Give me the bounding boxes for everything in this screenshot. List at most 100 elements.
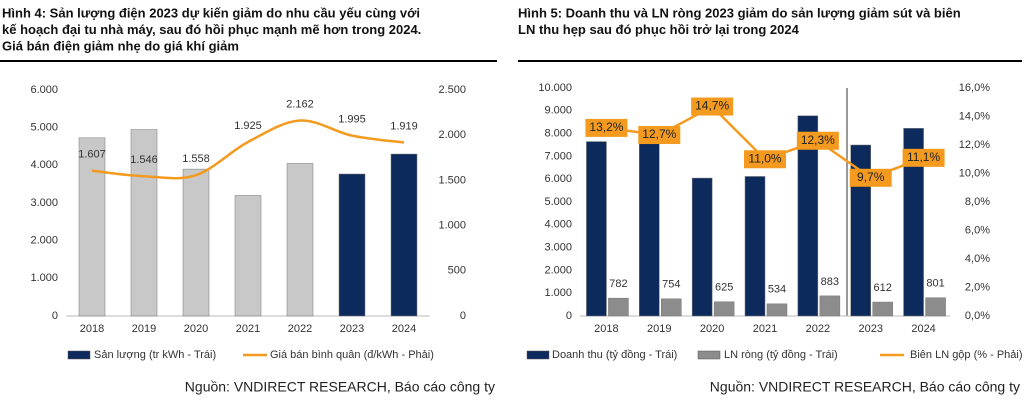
y-tick-label: 4.000	[30, 159, 58, 171]
line-value-label: 14,7%	[695, 99, 729, 113]
bar	[286, 163, 314, 317]
bar	[78, 137, 106, 317]
bar	[691, 177, 713, 317]
chart-title: Giá bán điện giảm nhẹ do giá khí giảm	[2, 38, 239, 53]
legend-label: LN ròng (tỷ đồng - Trái)	[724, 349, 838, 361]
bar-value-label: 625	[715, 282, 733, 294]
y2-tick-label: 1.000	[438, 220, 466, 232]
y2-tick-label: 2.500	[438, 84, 466, 96]
x-tick-label: 2022	[288, 323, 312, 335]
line	[91, 119, 405, 180]
bar	[797, 115, 819, 317]
y-tick-label: 10.000	[538, 82, 572, 94]
y2-tick-label: 16,0%	[959, 82, 990, 94]
bar-value-label: 612	[874, 282, 892, 294]
x-tick-label: 2019	[647, 323, 671, 335]
label-box	[691, 97, 734, 116]
x-tick-label: 2021	[236, 323, 260, 335]
legend-label: Sản lượng (tr kWh - Trái)	[94, 349, 216, 361]
bar	[903, 128, 924, 317]
y2-tick-label: 0	[460, 310, 466, 322]
label-box	[902, 148, 945, 167]
line-value-label: 12,3%	[801, 133, 835, 147]
y2-tick-label: 4,0%	[965, 253, 990, 265]
x-tick-label: 2023	[340, 323, 364, 335]
bar	[639, 141, 660, 317]
chart-title: Hình 4: Sản lượng điện 2023 dự kiến giảm…	[2, 5, 420, 20]
line-value-label: 1.607	[78, 149, 106, 161]
x-tick-label: 2024	[911, 323, 935, 335]
y2-tick-label: 6,0%	[965, 224, 990, 236]
line-value-label: 13,2%	[589, 120, 623, 134]
x-tick-label: 2018	[80, 323, 104, 335]
y2-tick-label: 12,0%	[959, 139, 990, 151]
chart-title: Hình 5: Doanh thu và LN ròng 2023 giảm d…	[518, 5, 961, 20]
line-value-label: 11,1%	[907, 150, 940, 164]
label-box	[585, 118, 628, 137]
y2-tick-label: 0,0%	[965, 310, 990, 322]
line-value-label: 1.995	[338, 114, 366, 126]
bar	[234, 195, 262, 317]
y-tick-label: 2.000	[30, 235, 58, 247]
bar	[766, 303, 788, 317]
y-tick-label: 6.000	[30, 84, 58, 96]
y2-tick-label: 1.500	[438, 174, 466, 186]
legend-label: Doanh thu (tỷ đồng - Trái)	[552, 349, 677, 361]
x-tick-label: 2022	[806, 323, 830, 335]
bar	[713, 301, 735, 317]
y-tick-label: 3.000	[30, 197, 58, 209]
line-value-label: 1.546	[130, 154, 158, 166]
legend-label: Biên LN gộp (% - Phải)	[910, 349, 1023, 361]
x-tick-label: 2019	[132, 323, 156, 335]
line-value-label: 2.162	[286, 98, 314, 110]
y-tick-label: 1.000	[30, 272, 58, 284]
bar	[390, 153, 418, 317]
x-tick-label: 2020	[184, 323, 208, 335]
chart-title: kế hoạch đại tu nhà máy, sau đó hồi phục…	[2, 22, 421, 37]
y-tick-label: 2.000	[544, 264, 572, 276]
bar	[744, 176, 766, 317]
y2-tick-label: 2,0%	[965, 281, 990, 293]
y-tick-label: 5.000	[544, 196, 572, 208]
label-box	[849, 168, 892, 187]
y-tick-label: 0	[52, 310, 58, 322]
y-tick-label: 5.000	[30, 122, 58, 134]
bar	[130, 129, 158, 317]
legend-label: Giá bán bình quân (đ/kWh - Phải)	[270, 349, 434, 361]
bar	[586, 141, 607, 317]
y-tick-label: 8.000	[544, 128, 572, 140]
y2-tick-label: 8,0%	[965, 196, 990, 208]
y2-tick-label: 500	[448, 265, 466, 277]
y-tick-label: 1.000	[544, 287, 572, 299]
label-box	[796, 131, 839, 150]
x-tick-label: 2018	[594, 323, 618, 335]
source: Nguồn: VNDIRECT RESEARCH, Báo cáo công t…	[185, 379, 495, 395]
bar-value-label: 883	[821, 276, 839, 288]
bar-value-label: 801	[926, 278, 944, 290]
line-value-label: 1.558	[182, 153, 210, 165]
y-tick-label: 7.000	[544, 150, 572, 162]
line-value-label: 1.919	[390, 120, 418, 132]
chart-title: LN thu hẹp sau đó phục hồi trở lại trong…	[518, 22, 800, 37]
bar	[338, 173, 366, 317]
y-tick-label: 3.000	[544, 242, 572, 254]
bar	[182, 168, 210, 317]
bar	[608, 297, 629, 317]
bar-value-label: 782	[609, 278, 627, 290]
y2-tick-label: 2.000	[438, 129, 466, 141]
line-value-label: 9,7%	[857, 170, 885, 184]
bar	[872, 301, 893, 317]
x-tick-label: 2021	[753, 323, 777, 335]
line-value-label: 11,0%	[748, 151, 781, 165]
line-value-label: 12,7%	[642, 127, 676, 141]
line-value-label: 1.925	[234, 120, 262, 132]
x-tick-label: 2020	[700, 323, 724, 335]
y-tick-label: 0	[566, 310, 572, 322]
legend-swatch	[526, 350, 550, 360]
bar	[850, 144, 871, 317]
legend-swatch	[67, 350, 91, 360]
y-tick-label: 9.000	[544, 105, 572, 117]
source: Nguồn: VNDIRECT RESEARCH, Báo cáo công t…	[710, 379, 1020, 395]
